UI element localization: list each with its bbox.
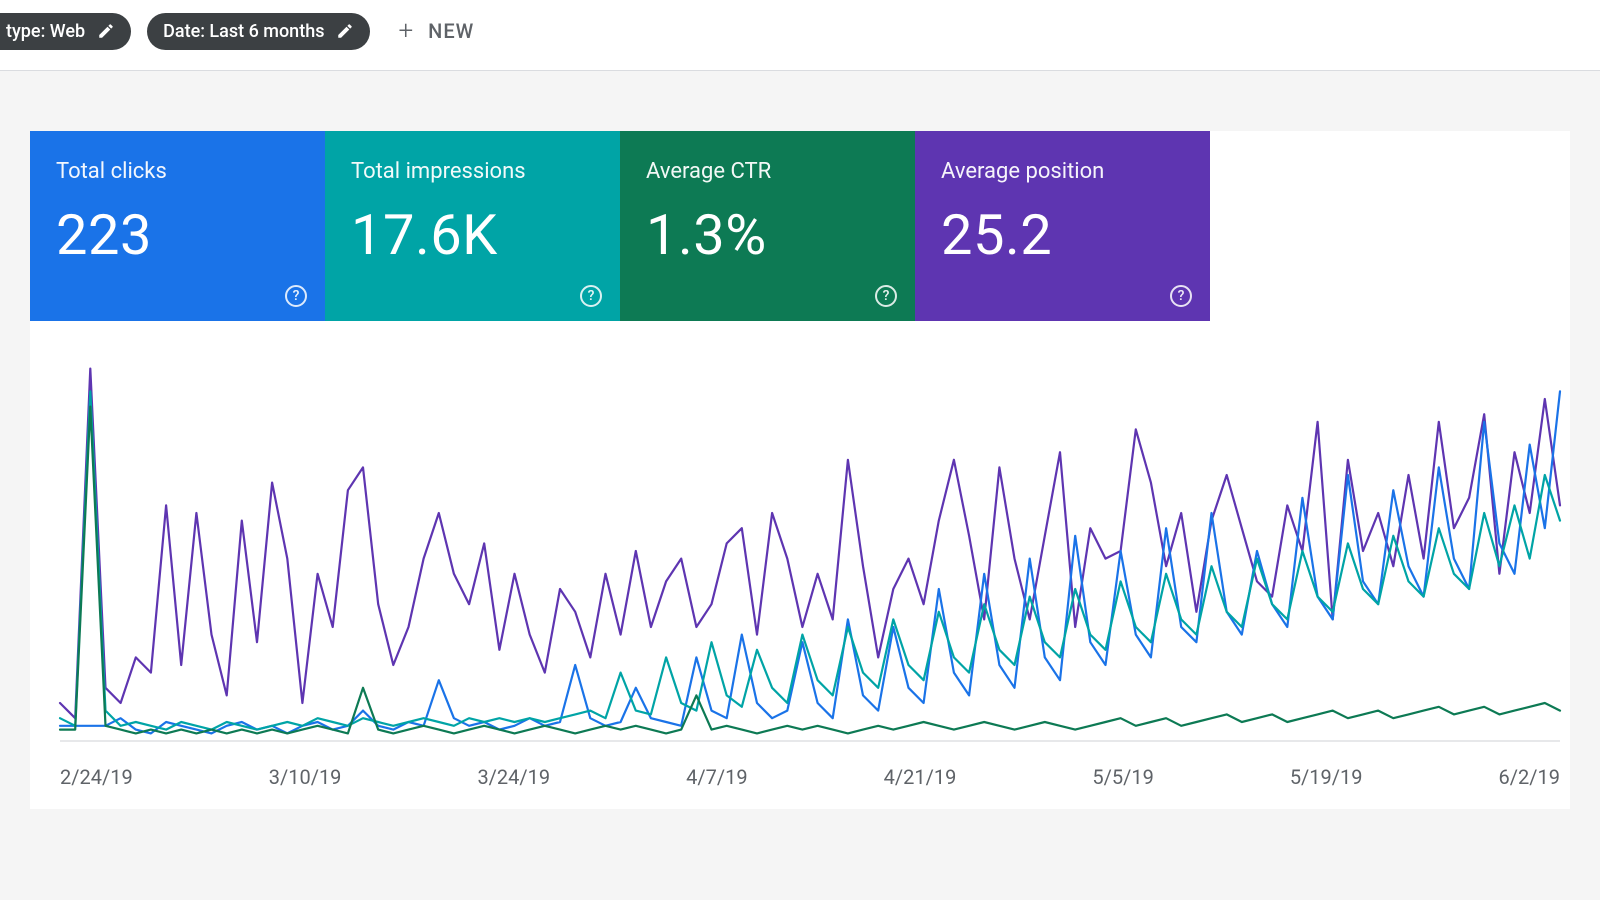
x-tick-label: 3/24/19 (477, 765, 550, 789)
metric-card-value: 25.2 (941, 202, 1184, 268)
help-icon[interactable]: ? (580, 285, 602, 307)
help-icon[interactable]: ? (875, 285, 897, 307)
performance-line-chart (50, 351, 1570, 751)
plus-icon: + (398, 18, 414, 44)
performance-panel: Total clicks223?Total impressions17.6K?A… (30, 131, 1570, 809)
metric-card-label: Average position (941, 159, 1184, 184)
metric-card-2[interactable]: Average CTR 1.3%? (620, 131, 915, 321)
filter-chip-date[interactable]: Date: Last 6 months (147, 13, 370, 50)
metric-card-label: Average CTR (646, 159, 889, 184)
pencil-icon (97, 22, 115, 40)
filter-bar: type: Web Date: Last 6 months + NEW (0, 0, 1600, 71)
metric-card-value: 223 (56, 202, 299, 268)
metric-card-value: 1.3% (646, 202, 889, 268)
x-tick-label: 3/10/19 (269, 765, 342, 789)
x-tick-label: 5/5/19 (1092, 765, 1153, 789)
chart-series-position (60, 369, 1560, 719)
filter-chip-date-label: Date: Last 6 months (163, 21, 324, 42)
chart-series-clicks (60, 391, 1560, 733)
help-icon[interactable]: ? (285, 285, 307, 307)
x-tick-label: 4/21/19 (884, 765, 957, 789)
filter-chip-type-label: type: Web (6, 21, 85, 42)
pencil-icon (336, 22, 354, 40)
metric-cards-row: Total clicks223?Total impressions17.6K?A… (30, 131, 1210, 321)
add-filter-button[interactable]: + NEW (386, 12, 486, 50)
x-tick-label: 6/2/19 (1499, 765, 1560, 789)
metric-card-value: 17.6K (351, 202, 594, 268)
chart-x-axis: 2/24/19 3/10/19 3/24/19 4/7/19 4/21/19 5/5/19… (50, 751, 1570, 789)
x-tick-label: 4/7/19 (686, 765, 747, 789)
chart-series-impressions (60, 391, 1560, 729)
add-filter-label: NEW (428, 19, 474, 43)
metric-card-label: Total clicks (56, 159, 299, 184)
filter-chip-type[interactable]: type: Web (0, 13, 131, 50)
help-icon[interactable]: ? (1170, 285, 1192, 307)
chart-container: 2/24/19 3/10/19 3/24/19 4/7/19 4/21/19 5/5/19… (30, 321, 1570, 809)
x-tick-label: 5/19/19 (1290, 765, 1363, 789)
metric-card-label: Total impressions (351, 159, 594, 184)
metric-card-0[interactable]: Total clicks 223? (30, 131, 325, 321)
metric-card-3[interactable]: Average position 25.2? (915, 131, 1210, 321)
metric-card-1[interactable]: Total impressions 17.6K? (325, 131, 620, 321)
x-tick-label: 2/24/19 (60, 765, 133, 789)
chart-series-ctr (60, 407, 1560, 734)
